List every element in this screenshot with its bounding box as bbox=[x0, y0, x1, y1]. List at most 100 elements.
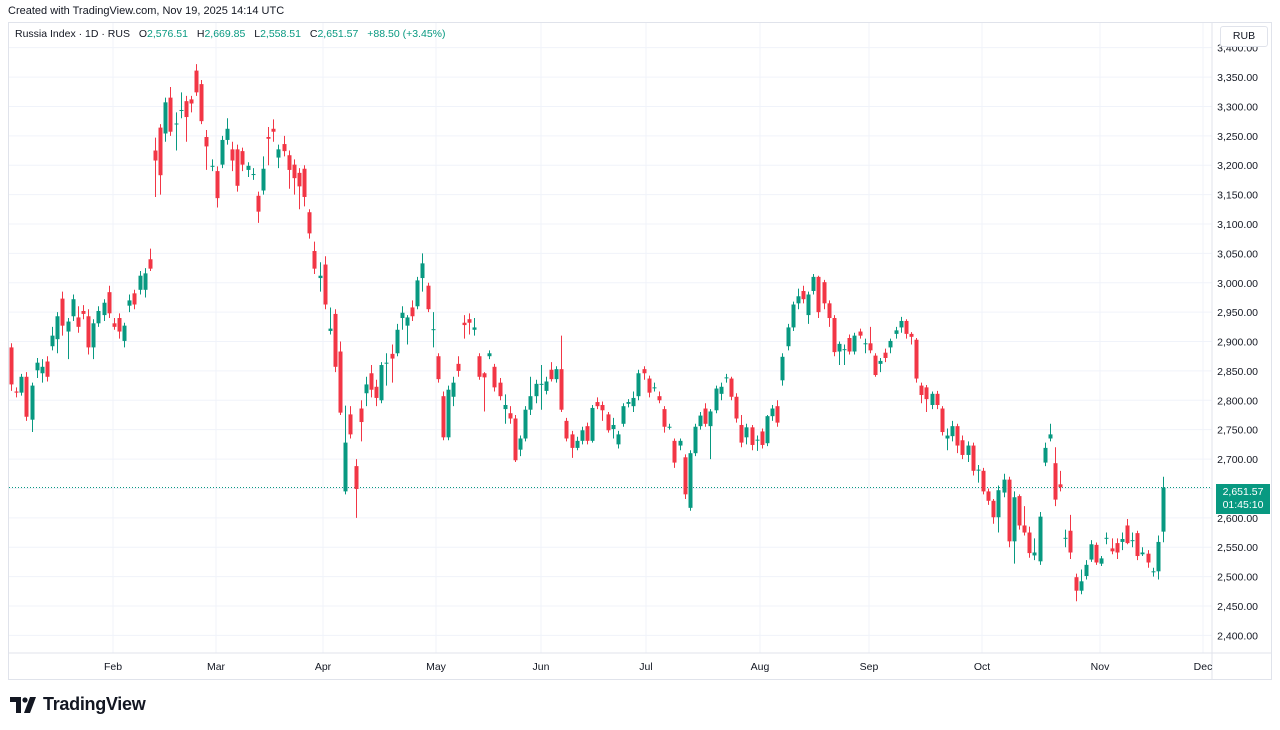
candle-up bbox=[688, 450, 693, 511]
candle-down bbox=[559, 335, 564, 413]
candle-up bbox=[179, 92, 184, 119]
candle-up bbox=[174, 112, 179, 151]
candle-down bbox=[498, 377, 503, 401]
candle-body bbox=[570, 434, 575, 448]
candle-up bbox=[1063, 529, 1068, 548]
candle-down bbox=[359, 400, 364, 442]
candle-body bbox=[287, 155, 292, 170]
candle-body bbox=[600, 404, 605, 411]
candle-up bbox=[837, 341, 842, 366]
candle-body bbox=[693, 426, 698, 454]
candle-body bbox=[595, 402, 600, 407]
candle-body bbox=[292, 164, 297, 179]
price-tick-label: 2,550.00 bbox=[1217, 542, 1258, 554]
candle-down bbox=[729, 376, 734, 401]
candle-body bbox=[426, 285, 431, 310]
candle-up bbox=[811, 273, 816, 295]
candle-down bbox=[1058, 470, 1063, 492]
candle-down bbox=[436, 353, 441, 383]
candle-down bbox=[564, 417, 569, 442]
candle-body bbox=[1002, 479, 1007, 493]
candle-down bbox=[935, 390, 940, 410]
candle-body bbox=[467, 319, 472, 323]
candle-body bbox=[1043, 447, 1048, 463]
candle-body bbox=[652, 387, 657, 389]
candle-up bbox=[863, 338, 868, 354]
candle-up bbox=[539, 365, 544, 410]
candle-body bbox=[35, 362, 40, 371]
candle-up bbox=[698, 412, 703, 430]
candle-body bbox=[384, 362, 389, 364]
candle-body bbox=[179, 109, 184, 111]
candle-up bbox=[791, 301, 796, 331]
high-label: H bbox=[196, 28, 205, 40]
time-tick-label: Dec bbox=[1194, 661, 1213, 673]
candle-up bbox=[122, 322, 127, 348]
candle-body bbox=[1115, 543, 1120, 553]
candle-down bbox=[292, 159, 297, 195]
candle-body bbox=[703, 408, 708, 424]
candle-body bbox=[246, 165, 251, 170]
price-axis: 2,400.00 2,450.00 2,500.00 2,550.00 2,600.00… bbox=[1217, 43, 1258, 643]
time-tick-label: May bbox=[426, 661, 447, 673]
close-value: 2,651.57 bbox=[317, 28, 359, 40]
candle-up bbox=[580, 426, 585, 445]
candle-down bbox=[775, 400, 780, 427]
candle-body bbox=[14, 391, 19, 393]
candle-up bbox=[744, 423, 749, 445]
candle-body bbox=[775, 406, 780, 423]
candle-body bbox=[765, 416, 770, 444]
last-price-tag: 2,651.57 01:45:10 bbox=[1216, 484, 1270, 514]
candle-down bbox=[45, 356, 50, 382]
candle-body bbox=[549, 369, 554, 380]
candle-up bbox=[996, 485, 1001, 533]
candle-body bbox=[858, 331, 863, 336]
candle-body bbox=[606, 414, 611, 431]
candle-body bbox=[724, 377, 729, 379]
candle-body bbox=[755, 439, 760, 441]
candle-body bbox=[523, 409, 528, 439]
candle-down bbox=[750, 424, 755, 451]
candle-body bbox=[575, 440, 580, 448]
candle-down bbox=[1135, 530, 1140, 561]
candle-body bbox=[148, 259, 153, 269]
candle-body bbox=[1104, 537, 1109, 539]
candle-down bbox=[1115, 538, 1120, 559]
candle-body bbox=[1022, 525, 1027, 533]
price-tick-label: 2,800.00 bbox=[1217, 395, 1258, 407]
candle-body bbox=[986, 491, 991, 501]
candle-body bbox=[924, 387, 929, 400]
candle-body bbox=[1084, 564, 1089, 577]
candle-body bbox=[1027, 532, 1032, 554]
candle-body bbox=[369, 373, 374, 390]
currency-button[interactable]: RUB bbox=[1220, 26, 1268, 47]
tradingview-logo[interactable]: TradingView bbox=[10, 694, 146, 715]
candle-body bbox=[719, 386, 724, 394]
candle-body bbox=[786, 327, 791, 347]
candle-down bbox=[204, 129, 209, 170]
candle-up bbox=[678, 438, 683, 451]
bar-countdown: 01:45:10 bbox=[1222, 499, 1264, 511]
candle-down bbox=[215, 166, 220, 208]
candle-body bbox=[307, 212, 312, 234]
candle-down bbox=[683, 454, 688, 500]
candle-body bbox=[611, 424, 616, 430]
candle-down bbox=[467, 313, 472, 335]
candle-body bbox=[158, 127, 163, 176]
candle-body bbox=[930, 393, 935, 405]
candle-down bbox=[230, 141, 235, 172]
time-tick-label: Sep bbox=[860, 661, 879, 673]
candle-body bbox=[420, 263, 425, 279]
candle-down bbox=[904, 319, 909, 339]
candle-body bbox=[122, 325, 127, 341]
candle-down bbox=[24, 372, 29, 421]
candle-up bbox=[138, 271, 143, 295]
candle-body bbox=[714, 388, 719, 411]
time-tick-label: Mar bbox=[207, 661, 226, 673]
candle-up bbox=[554, 366, 559, 383]
price-tick-label: 2,600.00 bbox=[1217, 513, 1258, 525]
candle-body bbox=[513, 418, 518, 461]
candle-body bbox=[138, 275, 143, 290]
candle-body bbox=[642, 369, 647, 374]
